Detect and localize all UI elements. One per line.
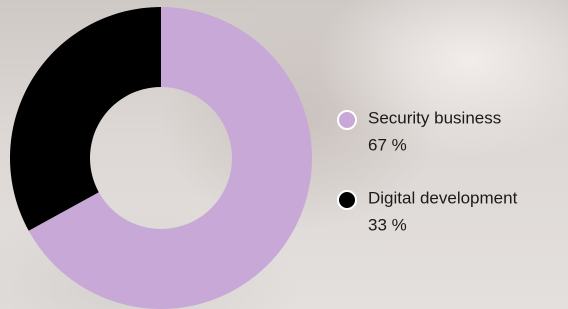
chart: Security business 67 % Digital development… [0, 0, 568, 309]
legend-label: Security business [368, 108, 501, 127]
legend-marker [338, 191, 356, 209]
page: Security business 67 % Digital development… [0, 0, 568, 309]
legend-marker [338, 111, 356, 129]
donut-slice [10, 7, 161, 231]
legend-label: Digital development [368, 188, 518, 207]
value-label: 33 % [368, 215, 407, 234]
value-label: 67 % [368, 135, 407, 154]
